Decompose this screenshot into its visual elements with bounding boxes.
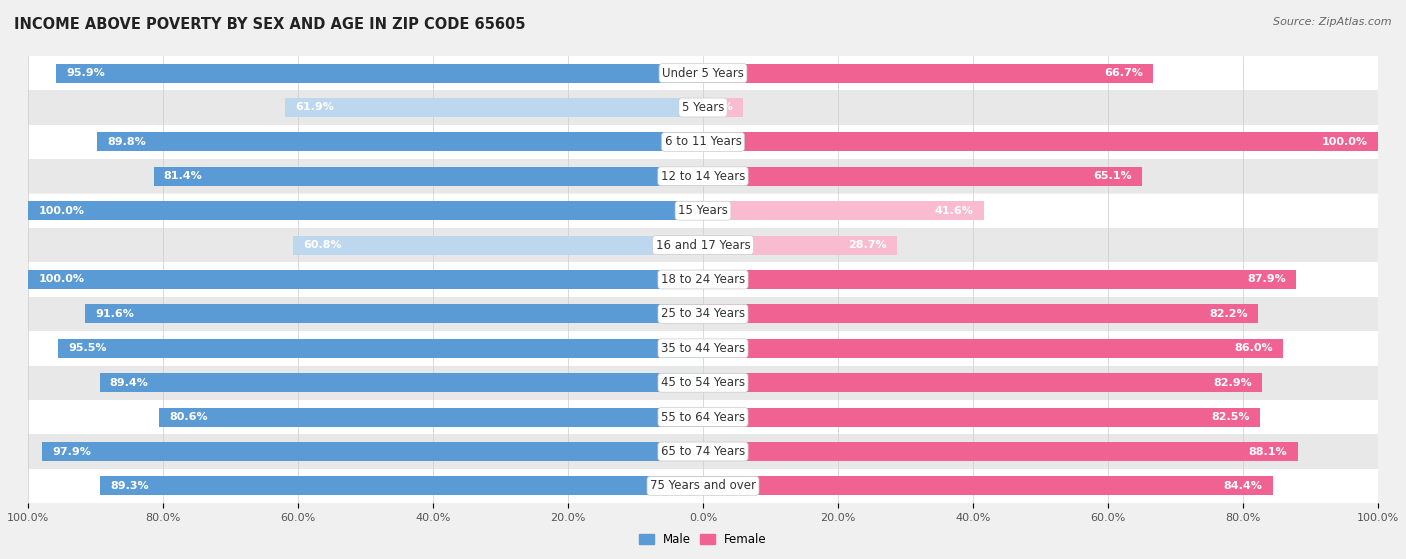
Text: 89.3%: 89.3% (111, 481, 149, 491)
Text: 100.0%: 100.0% (38, 206, 84, 216)
Text: 88.1%: 88.1% (1249, 447, 1288, 457)
Text: 60.8%: 60.8% (302, 240, 342, 250)
Text: 45 to 54 Years: 45 to 54 Years (661, 376, 745, 389)
Bar (0, 91, 1406, 125)
Text: 95.9%: 95.9% (66, 68, 104, 78)
Text: 65.1%: 65.1% (1094, 171, 1132, 181)
Bar (0, 228, 1406, 262)
Bar (703, 98, 742, 117)
Text: 82.5%: 82.5% (1211, 412, 1250, 422)
Text: 80.6%: 80.6% (169, 412, 208, 422)
Bar (703, 236, 897, 254)
Text: 86.0%: 86.0% (1234, 343, 1274, 353)
Bar (42, 442, 703, 461)
Text: 35 to 44 Years: 35 to 44 Years (661, 342, 745, 355)
Bar (703, 442, 1298, 461)
Text: 91.6%: 91.6% (96, 309, 134, 319)
Text: 18 to 24 Years: 18 to 24 Years (661, 273, 745, 286)
Text: 5.9%: 5.9% (702, 102, 733, 112)
Bar (159, 408, 703, 427)
Text: 61.9%: 61.9% (295, 102, 335, 112)
Text: 12 to 14 Years: 12 to 14 Years (661, 170, 745, 183)
Bar (0, 468, 1406, 503)
Text: Under 5 Years: Under 5 Years (662, 67, 744, 79)
Text: 75 Years and over: 75 Years and over (650, 480, 756, 492)
Text: 100.0%: 100.0% (1322, 137, 1368, 147)
Text: 89.8%: 89.8% (107, 137, 146, 147)
Bar (703, 132, 1378, 151)
Bar (28, 270, 703, 289)
Text: 87.9%: 87.9% (1247, 274, 1286, 285)
Bar (703, 270, 1296, 289)
Bar (703, 201, 984, 220)
Text: 16 and 17 Years: 16 and 17 Years (655, 239, 751, 252)
Text: INCOME ABOVE POVERTY BY SEX AND AGE IN ZIP CODE 65605: INCOME ABOVE POVERTY BY SEX AND AGE IN Z… (14, 17, 526, 32)
Bar (0, 400, 1406, 434)
Text: 97.9%: 97.9% (52, 447, 91, 457)
Bar (703, 64, 1153, 83)
Text: 89.4%: 89.4% (110, 378, 149, 388)
Text: 100.0%: 100.0% (38, 274, 84, 285)
Text: 65 to 74 Years: 65 to 74 Years (661, 445, 745, 458)
Bar (0, 366, 1406, 400)
Bar (703, 408, 1260, 427)
Bar (0, 331, 1406, 366)
Bar (703, 339, 1284, 358)
Bar (703, 167, 1142, 186)
Text: 15 Years: 15 Years (678, 204, 728, 217)
Bar (285, 98, 703, 117)
Bar (0, 193, 1406, 228)
Text: 55 to 64 Years: 55 to 64 Years (661, 411, 745, 424)
Bar (28, 201, 703, 220)
Text: 28.7%: 28.7% (848, 240, 887, 250)
Bar (703, 476, 1272, 495)
Text: 25 to 34 Years: 25 to 34 Years (661, 307, 745, 320)
Legend: Male, Female: Male, Female (634, 528, 772, 551)
Text: 95.5%: 95.5% (69, 343, 107, 353)
Bar (100, 476, 703, 495)
Bar (97, 132, 703, 151)
Text: 84.4%: 84.4% (1223, 481, 1263, 491)
Bar (0, 434, 1406, 468)
Bar (56, 64, 703, 83)
Bar (153, 167, 703, 186)
Text: 6 to 11 Years: 6 to 11 Years (665, 135, 741, 148)
Text: 82.2%: 82.2% (1209, 309, 1247, 319)
Bar (100, 373, 703, 392)
Bar (292, 236, 703, 254)
Text: Source: ZipAtlas.com: Source: ZipAtlas.com (1274, 17, 1392, 27)
Bar (0, 159, 1406, 193)
Bar (0, 297, 1406, 331)
Text: 41.6%: 41.6% (935, 206, 973, 216)
Text: 81.4%: 81.4% (163, 171, 202, 181)
Text: 82.9%: 82.9% (1213, 378, 1253, 388)
Text: 66.7%: 66.7% (1104, 68, 1143, 78)
Bar (59, 339, 703, 358)
Bar (703, 305, 1258, 323)
Bar (0, 56, 1406, 91)
Bar (0, 125, 1406, 159)
Bar (703, 373, 1263, 392)
Bar (0, 262, 1406, 297)
Text: 5 Years: 5 Years (682, 101, 724, 114)
Bar (84, 305, 703, 323)
